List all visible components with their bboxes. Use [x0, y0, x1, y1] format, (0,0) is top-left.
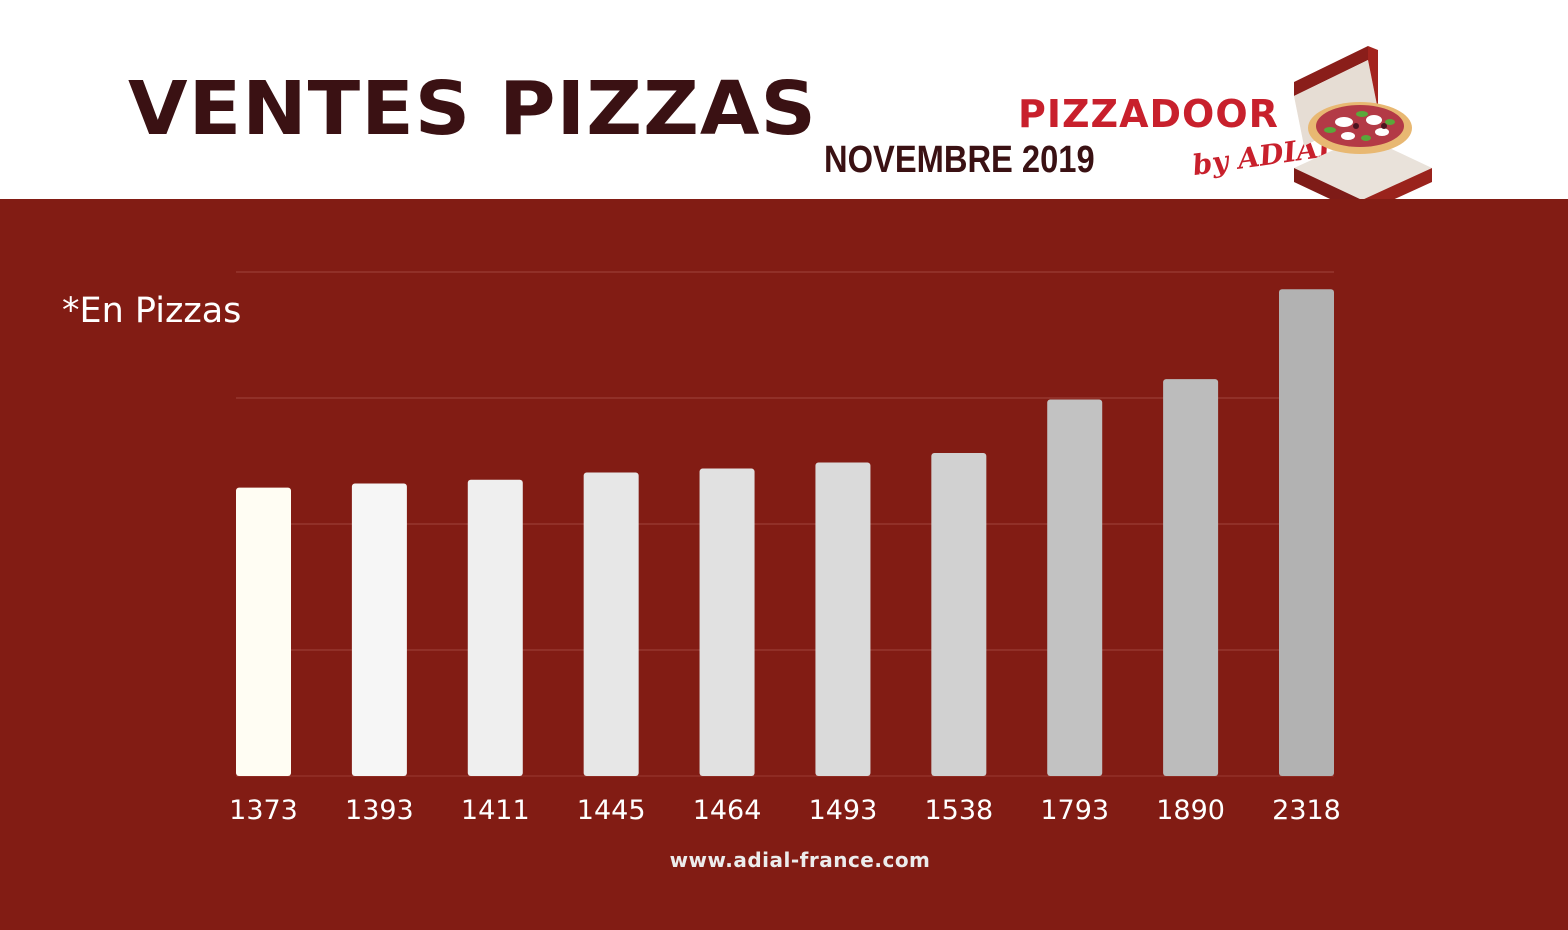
- bar-chart: 1373 1393 1411 1445 1464 1493 1538 1793 1890 2318: [229, 271, 1341, 826]
- x-tick-label: 1493: [809, 795, 878, 826]
- bar: [1279, 289, 1334, 776]
- header-area: VENTES PIZZAS NOVEMBRE 2019 PIZZADOOR by…: [0, 0, 1568, 210]
- bar: [1047, 399, 1103, 776]
- pizza-box-icon: [1294, 46, 1432, 210]
- bar: [699, 468, 755, 776]
- brand-logo: PIZZADOOR by ADIAL: [1010, 40, 1460, 210]
- bar: [467, 479, 523, 776]
- x-tick-label: 1793: [1040, 795, 1109, 826]
- x-tick-label: 2318: [1272, 795, 1341, 826]
- brand-logo-text: PIZZADOOR: [1018, 92, 1279, 136]
- y-axis-unit-label: *En Pizzas: [62, 291, 242, 331]
- gridlines: [236, 271, 1334, 777]
- x-tick-label: 1393: [345, 795, 414, 826]
- x-tick-label: 1538: [924, 795, 993, 826]
- x-tick-label: 1890: [1156, 795, 1225, 826]
- footer-url: www.adial-france.com: [669, 848, 931, 872]
- chart-subtitle: NOVEMBRE 2019: [824, 139, 1095, 181]
- x-tick-labels: 1373 1393 1411 1445 1464 1493 1538 1793 1890 2318: [229, 795, 1341, 826]
- bar: [931, 453, 987, 776]
- x-tick-label: 1411: [461, 795, 530, 826]
- bar: [1163, 379, 1219, 776]
- x-tick-label: 1373: [229, 795, 298, 826]
- bar: [815, 462, 871, 776]
- bar: [583, 472, 639, 776]
- chart-title: VENTES PIZZAS: [128, 66, 817, 152]
- bar: [236, 487, 291, 776]
- bars: [236, 289, 1334, 776]
- bar: [351, 483, 407, 776]
- x-tick-label: 1445: [577, 795, 646, 826]
- x-tick-label: 1464: [693, 795, 762, 826]
